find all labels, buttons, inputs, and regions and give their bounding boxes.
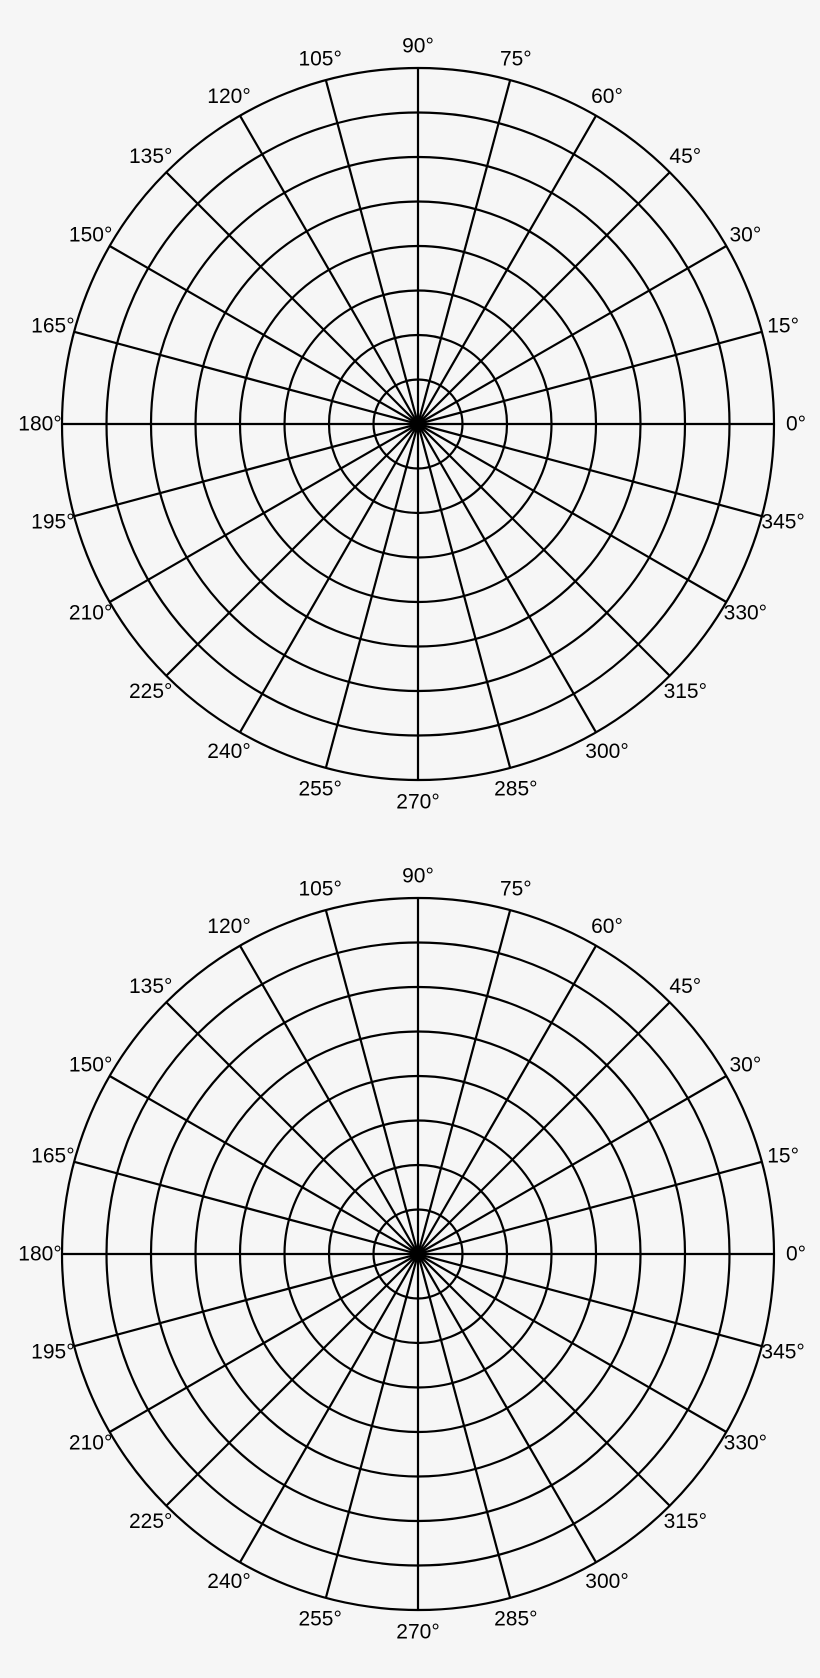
spoke bbox=[417, 1160, 763, 1256]
angle-label: 15° bbox=[767, 315, 799, 338]
angle-label: 0° bbox=[786, 1243, 806, 1266]
angle-label: 45° bbox=[669, 145, 701, 168]
spoke bbox=[239, 423, 419, 733]
angle-label: 315° bbox=[664, 680, 707, 703]
angle-label: 300° bbox=[585, 740, 628, 763]
angle-label: 300° bbox=[585, 1570, 628, 1593]
angle-label: 75° bbox=[500, 877, 532, 900]
spoke bbox=[109, 245, 419, 425]
spoke bbox=[73, 422, 419, 518]
spoke bbox=[416, 423, 512, 769]
spoke bbox=[324, 909, 420, 1255]
angle-label: 90° bbox=[402, 865, 434, 888]
angle-label: 330° bbox=[724, 602, 767, 625]
spoke bbox=[417, 423, 727, 603]
spoke bbox=[416, 79, 512, 425]
angle-label: 150° bbox=[69, 1054, 112, 1077]
spoke bbox=[73, 1160, 419, 1256]
angle-label: 195° bbox=[31, 1340, 74, 1363]
angle-label: 75° bbox=[500, 47, 532, 70]
angle-label: 210° bbox=[69, 1432, 112, 1455]
spoke bbox=[109, 423, 419, 603]
spoke bbox=[109, 1253, 419, 1433]
angle-label: 90° bbox=[402, 35, 434, 58]
spoke bbox=[324, 423, 420, 769]
angle-label: 180° bbox=[18, 1243, 61, 1266]
spoke bbox=[417, 330, 763, 426]
angle-label: 345° bbox=[761, 510, 804, 533]
angle-label: 120° bbox=[207, 85, 250, 108]
angle-label: 225° bbox=[129, 1510, 172, 1533]
angle-label: 195° bbox=[31, 510, 74, 533]
spoke bbox=[417, 422, 763, 518]
spoke bbox=[165, 1001, 419, 1255]
polar-grid-bottom: 0° 15° 30° 45° 60° 75° 90° 105° 120° 135° 150° 165°… bbox=[18, 865, 806, 1644]
spoke bbox=[239, 1253, 419, 1563]
spoke bbox=[417, 1252, 763, 1348]
spoke bbox=[417, 245, 727, 425]
spoke bbox=[417, 1253, 597, 1563]
polar-grid-top: 0° 15° 30° 45° 60° 75° 90° 105° 120° 135° 150° 165°… bbox=[18, 35, 806, 814]
angle-label: 30° bbox=[729, 1054, 761, 1077]
spoke bbox=[239, 945, 419, 1255]
spoke bbox=[417, 1075, 727, 1255]
angle-label: 330° bbox=[724, 1432, 767, 1455]
spoke bbox=[417, 423, 597, 733]
angle-label: 240° bbox=[207, 1570, 250, 1593]
angle-label: 135° bbox=[129, 145, 172, 168]
spoke bbox=[324, 79, 420, 425]
spoke bbox=[417, 1253, 671, 1507]
angle-label: 60° bbox=[591, 915, 623, 938]
spoke bbox=[239, 115, 419, 425]
angle-label: 150° bbox=[69, 224, 112, 247]
angle-label: 60° bbox=[591, 85, 623, 108]
angle-label: 105° bbox=[298, 877, 341, 900]
angle-label: 30° bbox=[729, 224, 761, 247]
angle-label: 45° bbox=[669, 975, 701, 998]
spoke bbox=[417, 945, 597, 1255]
spoke bbox=[324, 1253, 420, 1599]
spoke bbox=[165, 423, 419, 677]
spoke bbox=[417, 423, 671, 677]
angle-label: 105° bbox=[298, 47, 341, 70]
angle-label: 240° bbox=[207, 740, 250, 763]
spoke bbox=[417, 171, 671, 425]
angle-label: 255° bbox=[298, 1608, 341, 1631]
angle-label: 255° bbox=[298, 778, 341, 801]
angle-label: 345° bbox=[761, 1340, 804, 1363]
angle-label: 210° bbox=[69, 602, 112, 625]
spoke bbox=[416, 1253, 512, 1599]
spoke bbox=[417, 115, 597, 425]
angle-label: 120° bbox=[207, 915, 250, 938]
angle-label: 285° bbox=[494, 778, 537, 801]
spoke bbox=[109, 1075, 419, 1255]
spoke bbox=[165, 1253, 419, 1507]
angle-label: 225° bbox=[129, 680, 172, 703]
spoke bbox=[417, 1001, 671, 1255]
angle-label: 270° bbox=[396, 791, 439, 814]
angle-label: 315° bbox=[664, 1510, 707, 1533]
angle-label: 165° bbox=[31, 1145, 74, 1168]
angle-label: 180° bbox=[18, 413, 61, 436]
angle-label: 0° bbox=[786, 413, 806, 436]
spoke bbox=[73, 330, 419, 426]
spoke bbox=[417, 1253, 727, 1433]
angle-label: 285° bbox=[494, 1608, 537, 1631]
spoke bbox=[416, 909, 512, 1255]
angle-label: 135° bbox=[129, 975, 172, 998]
angle-label: 165° bbox=[31, 315, 74, 338]
spoke bbox=[73, 1252, 419, 1348]
angle-label: 270° bbox=[396, 1621, 439, 1644]
spoke bbox=[165, 171, 419, 425]
angle-label: 15° bbox=[767, 1145, 799, 1168]
